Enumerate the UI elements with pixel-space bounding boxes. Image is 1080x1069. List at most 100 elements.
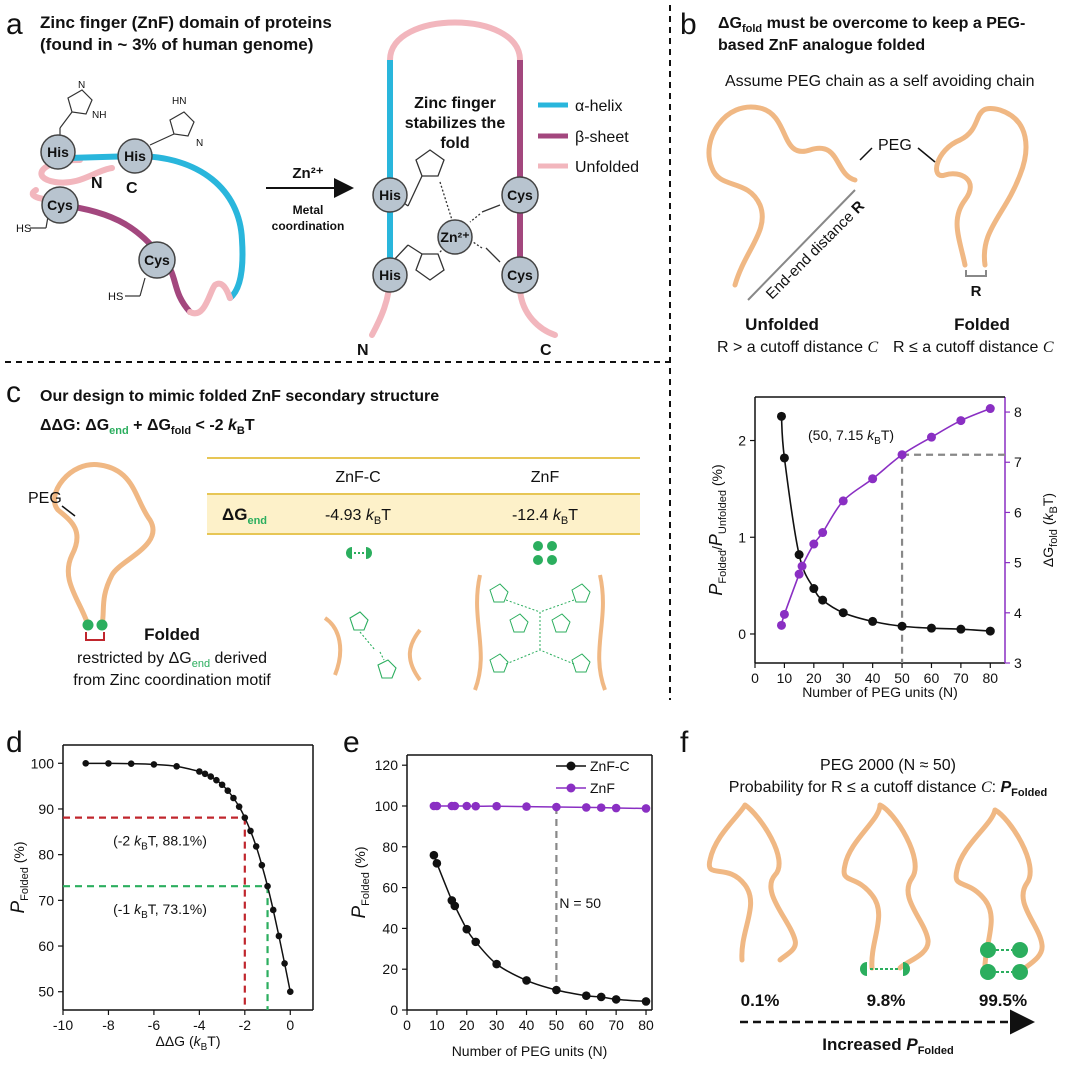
pct-3: 99.5% (979, 991, 1027, 1010)
green-end-1 (82, 619, 94, 631)
data-point-d (247, 827, 254, 835)
svg-text:His: His (47, 144, 69, 160)
data-point-d (224, 787, 232, 794)
panel-d: d -10 -8 -6 -4 -2 0 50 60 70 80 90 100 ΔΔG (kBT) PFol… (6, 726, 314, 1053)
data-point-b-1 (776, 620, 786, 630)
data-point-d (150, 761, 158, 768)
data-point-b-0 (794, 550, 804, 560)
data-point-b-0 (956, 624, 966, 634)
x-tick-label-b: 50 (894, 670, 910, 686)
data-point-d (264, 882, 271, 890)
y-tick-label-d: 60 (38, 938, 54, 954)
x-axis-label-d: ΔΔG (kBT) (155, 1033, 220, 1053)
red-bracket (85, 632, 105, 641)
y-tick-label-e: 40 (382, 920, 398, 936)
legend-a: α-helix β-sheet Unfolded (538, 98, 639, 176)
data-point-d (286, 988, 294, 996)
legend-label-e-0: ZnF-C (590, 758, 630, 774)
increase-label: Increased PFolded (822, 1035, 954, 1057)
panel-letter-e: e (343, 726, 360, 759)
peg-f-1 (706, 802, 798, 963)
data-point-d (235, 803, 243, 810)
fold-text-2: stabilizes the (405, 115, 506, 132)
data-point-e-1 (522, 802, 531, 811)
n-terminus-left: N (91, 175, 103, 192)
data-point-b-0 (779, 453, 789, 463)
n-terminus-right: N (357, 342, 369, 359)
data-point-e-0 (462, 924, 472, 934)
data-point-e-1 (492, 801, 501, 811)
data-point-b-1 (868, 474, 878, 484)
svg-text:NH: NH (92, 110, 106, 121)
x-tick-label-e: 50 (549, 1017, 565, 1033)
data-point-e-0 (596, 992, 606, 1002)
data-point-d (258, 861, 266, 869)
x-tick-label-e: 10 (429, 1017, 445, 1033)
data-point-b-0 (809, 584, 819, 594)
data-point-b-1 (897, 450, 907, 460)
data-point-b-0 (868, 616, 878, 626)
x-tick-label-d: -4 (193, 1017, 206, 1033)
data-point-b-0 (926, 623, 936, 633)
data-point-d (207, 773, 215, 780)
data-point-d (218, 781, 226, 789)
panel-f: f PEG 2000 (N ≈ 50) Probability for R ≤ … (680, 726, 1047, 1057)
svg-text:N: N (78, 80, 85, 91)
panel-f-title-1: PEG 2000 (N ≈ 50) (820, 757, 956, 774)
x-tick-label-b: 30 (835, 670, 851, 686)
folded-loop (387, 19, 523, 63)
peg-pointer-c (61, 505, 76, 517)
folded-tail-c (517, 287, 558, 338)
peg-unfolded (706, 104, 858, 288)
y-tick-label-d: 70 (38, 892, 54, 908)
metal-label-2: coordination (272, 219, 345, 233)
panel-letter-d: d (6, 726, 23, 759)
data-point-b-1 (956, 416, 966, 426)
pct-1: 0.1% (741, 991, 780, 1010)
x-tick-label-e: 70 (608, 1017, 624, 1033)
x-tick-label-b: 20 (806, 670, 822, 686)
series-line-b-0 (780, 416, 991, 632)
fold-text-1: Zinc finger (414, 95, 496, 112)
imidazole-2: HN N (149, 96, 203, 149)
panel-letter-a: a (6, 8, 23, 41)
imidazole-1: N NH (59, 80, 106, 146)
data-point-d (213, 776, 220, 784)
svg-text:β-sheet: β-sheet (575, 129, 629, 146)
svg-text:Unfolded: Unfolded (575, 159, 639, 176)
data-point-e-0 (581, 991, 591, 1001)
y-tick-label-right-b: 3 (1014, 655, 1022, 671)
unfolded-segment-3 (187, 280, 233, 317)
chart-b: 0 10 20 30 40 50 60 70 80 0 1 2 3 4 5 6 7 8 Number of PEG … (706, 396, 1060, 700)
legend-marker-e-0 (566, 761, 576, 771)
data-point-d (269, 906, 277, 914)
r-bracket-small (965, 270, 987, 277)
data-point-d (241, 814, 249, 821)
data-point-e-1 (552, 802, 561, 812)
panel-a-title-1: Zinc finger (ZnF) domain of proteins (40, 13, 332, 32)
x-tick-label-e: 40 (519, 1017, 535, 1033)
data-point-b-1 (818, 528, 828, 538)
panel-b: b ΔGfold must be overcome to keep a PEG-… (680, 8, 1060, 700)
x-axis-label-e: Number of PEG units (N) (452, 1043, 608, 1059)
panel-f-title-2: Probability for R ≤ a cutoff distance C:… (729, 779, 1047, 799)
y-tick-label-right-b: 4 (1014, 605, 1022, 621)
znf-c-motif-icon (346, 547, 372, 559)
green-quad-f3 (980, 942, 1028, 980)
annotation-d-1: (-1 kBT, 73.1%) (113, 901, 207, 921)
residue-cys-1: Cys (41, 186, 79, 224)
folded-label-c: Folded (144, 625, 200, 644)
data-point-b-1 (926, 432, 936, 442)
restricted-label: restricted by ΔGend derived (77, 650, 267, 670)
svg-text:His: His (379, 267, 401, 283)
svg-text:Cys: Cys (507, 267, 533, 283)
y-axis-label-d: PFolded (%) (8, 842, 31, 914)
panel-a-title-2: (found in ~ 3% of human genome) (40, 35, 313, 54)
data-point-e-0 (432, 859, 442, 868)
peg-pointer-1 (859, 147, 873, 161)
y-axis-label-right-b: ΔGfold (kBT) (1040, 493, 1060, 567)
data-point-b-1 (779, 609, 789, 619)
data-point-e-1 (641, 804, 651, 813)
peg-f-2 (841, 802, 931, 971)
